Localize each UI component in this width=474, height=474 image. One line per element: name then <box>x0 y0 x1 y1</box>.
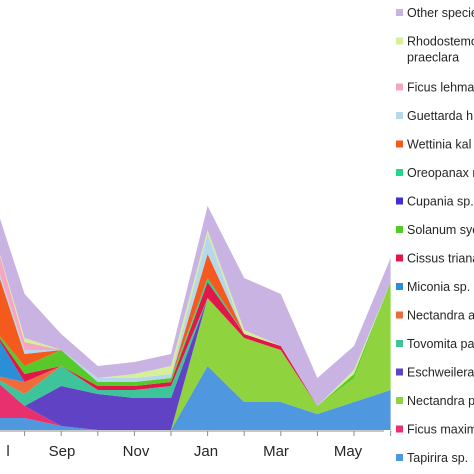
legend-swatch <box>396 197 403 205</box>
area-series-15 <box>0 206 391 406</box>
x-tick-label: May <box>334 443 363 460</box>
legend-swatch <box>396 112 403 119</box>
legend-label: Ficus maxima <box>407 423 474 437</box>
legend-swatch <box>396 454 403 461</box>
legend-swatch <box>396 397 403 404</box>
legend-label: Tovomita pa <box>407 337 474 351</box>
legend-label: Nectandra a <box>407 309 474 323</box>
legend-label: Solanum syc <box>407 223 474 237</box>
x-tick-label: Mar <box>263 443 289 460</box>
legend: Other specie Rhodostemo praeclara Ficus leh… <box>396 6 474 465</box>
legend-label: Tapirira sp. <box>407 451 468 465</box>
x-axis: l Sep Nov Jan Mar May <box>0 430 392 460</box>
area-series-0 <box>0 366 391 430</box>
legend-swatch <box>396 425 403 433</box>
x-tick-label: l <box>6 443 9 460</box>
legend-label: Oreopanax r <box>407 166 474 180</box>
legend-swatch <box>396 283 403 290</box>
legend-label: Miconia sp. <box>407 280 470 294</box>
legend-swatch <box>396 254 403 262</box>
legend-label: Ficus lehmar <box>407 81 474 95</box>
legend-label: Eschweilera <box>407 366 474 380</box>
legend-label: Nectandra p <box>407 394 474 408</box>
legend-label: Rhodostemo praeclara <box>407 35 474 65</box>
legend-swatch <box>396 169 403 176</box>
legend-swatch <box>396 83 403 91</box>
legend-label: Other specie <box>407 6 474 20</box>
legend-swatch <box>396 368 403 376</box>
legend-swatch <box>396 311 403 319</box>
legend-swatch <box>396 140 403 148</box>
legend-swatch <box>396 340 403 347</box>
area-series-4 <box>0 282 391 406</box>
legend-label: Wettinia kal <box>407 138 471 152</box>
legend-label: Cupania sp. <box>407 195 474 209</box>
x-tick-label: Jan <box>194 443 218 460</box>
legend-swatch <box>396 9 403 16</box>
legend-label: Cissus triana <box>407 252 474 266</box>
legend-swatch <box>396 226 403 233</box>
area-layer <box>0 206 391 430</box>
area-series-2 <box>0 282 391 430</box>
legend-swatch <box>396 37 403 45</box>
legend-label: Guettarda h <box>407 109 473 123</box>
x-tick-label: Sep <box>49 443 76 460</box>
x-tick-label: Nov <box>123 443 150 460</box>
